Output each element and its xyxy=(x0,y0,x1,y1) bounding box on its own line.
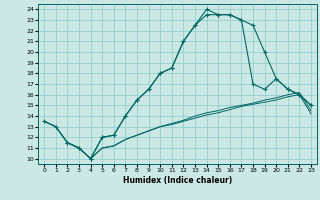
X-axis label: Humidex (Indice chaleur): Humidex (Indice chaleur) xyxy=(123,176,232,185)
